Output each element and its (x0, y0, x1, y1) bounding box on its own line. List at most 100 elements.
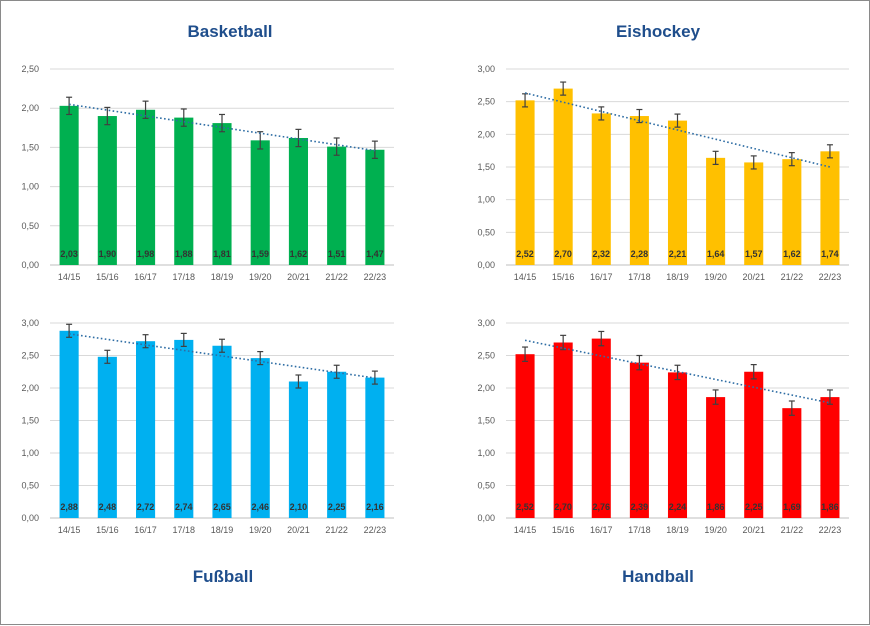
y-tick-label: 2,00 (21, 383, 39, 393)
x-tick-label: 17/18 (173, 525, 196, 535)
y-tick-label: 1,50 (21, 416, 39, 426)
bar (591, 338, 611, 518)
data-label: 2,70 (554, 249, 572, 259)
bar (250, 140, 270, 265)
bar (744, 162, 764, 265)
bar (591, 113, 611, 265)
bar (136, 341, 156, 518)
y-tick-label: 1,50 (477, 162, 495, 172)
y-tick-label: 2,50 (477, 97, 495, 107)
x-tick-label: 15/16 (96, 272, 119, 282)
chart-1: Eishockey 0,00 0,50 1,00 1,50 2,00 2,50 3,00 2,5… (477, 22, 849, 282)
y-tick-label: 1,50 (21, 142, 39, 152)
data-label: 2,88 (60, 502, 78, 512)
x-tick-label: 14/15 (58, 525, 81, 535)
bar (629, 116, 649, 265)
x-tick-label: 15/16 (96, 525, 119, 535)
x-tick-label: 22/23 (364, 272, 387, 282)
data-label: 2,24 (669, 502, 687, 512)
bar (250, 358, 270, 518)
x-tick-label: 18/19 (666, 525, 689, 535)
x-tick-label: 22/23 (819, 272, 842, 282)
y-tick-label: 2,50 (21, 351, 39, 361)
data-label: 2,70 (554, 502, 572, 512)
data-label: 1,62 (290, 249, 308, 259)
y-tick-label: 2,00 (477, 383, 495, 393)
x-tick-label: 21/22 (781, 525, 804, 535)
bar (59, 330, 79, 518)
data-label: 2,03 (60, 249, 78, 259)
x-tick-label: 18/19 (211, 272, 234, 282)
x-tick-label: 15/16 (552, 525, 575, 535)
x-tick-label: 21/22 (325, 525, 348, 535)
data-label: 1,51 (328, 249, 346, 259)
data-label: 1,57 (745, 249, 763, 259)
data-label: 2,25 (745, 502, 763, 512)
bar (212, 345, 232, 518)
data-label: 1,59 (251, 249, 269, 259)
data-label: 2,48 (99, 502, 117, 512)
y-tick-label: 1,00 (477, 448, 495, 458)
data-label: 1,47 (366, 249, 384, 259)
bar (706, 397, 726, 518)
data-label: 1,86 (707, 502, 725, 512)
y-tick-label: 0,50 (477, 481, 495, 491)
bar (327, 371, 347, 518)
x-tick-label: 20/21 (287, 525, 310, 535)
y-tick-label: 3,00 (477, 64, 495, 74)
y-tick-label: 3,00 (477, 318, 495, 328)
bar (288, 137, 308, 265)
data-label: 2,76 (593, 502, 611, 512)
data-label: 2,10 (290, 502, 308, 512)
x-tick-label: 20/21 (742, 525, 765, 535)
data-label: 1,69 (783, 502, 801, 512)
data-label: 2,21 (669, 249, 687, 259)
data-label: 2,72 (137, 502, 155, 512)
x-tick-label: 19/20 (704, 525, 727, 535)
data-label: 2,65 (213, 502, 231, 512)
y-tick-label: 0,50 (477, 227, 495, 237)
x-tick-label: 18/19 (666, 272, 689, 282)
y-tick-label: 1,50 (477, 416, 495, 426)
data-label: 2,39 (631, 502, 649, 512)
data-label: 2,28 (631, 249, 649, 259)
data-label: 2,74 (175, 502, 193, 512)
chart-title: Handball (622, 567, 694, 586)
data-label: 2,52 (516, 502, 534, 512)
y-tick-label: 3,00 (21, 318, 39, 328)
x-tick-label: 17/18 (173, 272, 196, 282)
bar (553, 88, 573, 265)
bar (515, 100, 535, 265)
bar (174, 117, 194, 265)
data-label: 1,88 (175, 249, 193, 259)
y-tick-label: 2,00 (21, 103, 39, 113)
y-tick-label: 1,00 (21, 182, 39, 192)
chart-title: Basketball (187, 22, 272, 41)
y-tick-label: 0,00 (477, 513, 495, 523)
bar (327, 146, 347, 265)
bar (667, 120, 688, 265)
chart-0: Basketball 0,00 0,50 1,00 1,50 2,00 2,50 2,03 14… (21, 22, 394, 282)
data-label: 2,32 (593, 249, 611, 259)
y-tick-label: 1,00 (477, 195, 495, 205)
x-tick-label: 16/17 (134, 525, 157, 535)
data-label: 2,25 (328, 502, 346, 512)
chart-title: Eishockey (616, 22, 701, 41)
data-label: 1,62 (783, 249, 801, 259)
y-tick-label: 0,00 (21, 260, 39, 270)
y-tick-label: 0,00 (21, 513, 39, 523)
x-tick-label: 19/20 (704, 272, 727, 282)
x-tick-label: 20/21 (742, 272, 765, 282)
bar (365, 377, 385, 518)
data-label: 1,86 (821, 502, 839, 512)
bar (744, 371, 764, 518)
bar (59, 105, 79, 266)
x-tick-label: 22/23 (364, 525, 387, 535)
x-tick-label: 14/15 (514, 272, 537, 282)
bar (212, 123, 232, 265)
trendline (68, 333, 376, 379)
bar (365, 149, 385, 265)
x-tick-label: 21/22 (325, 272, 348, 282)
bar (706, 157, 726, 265)
